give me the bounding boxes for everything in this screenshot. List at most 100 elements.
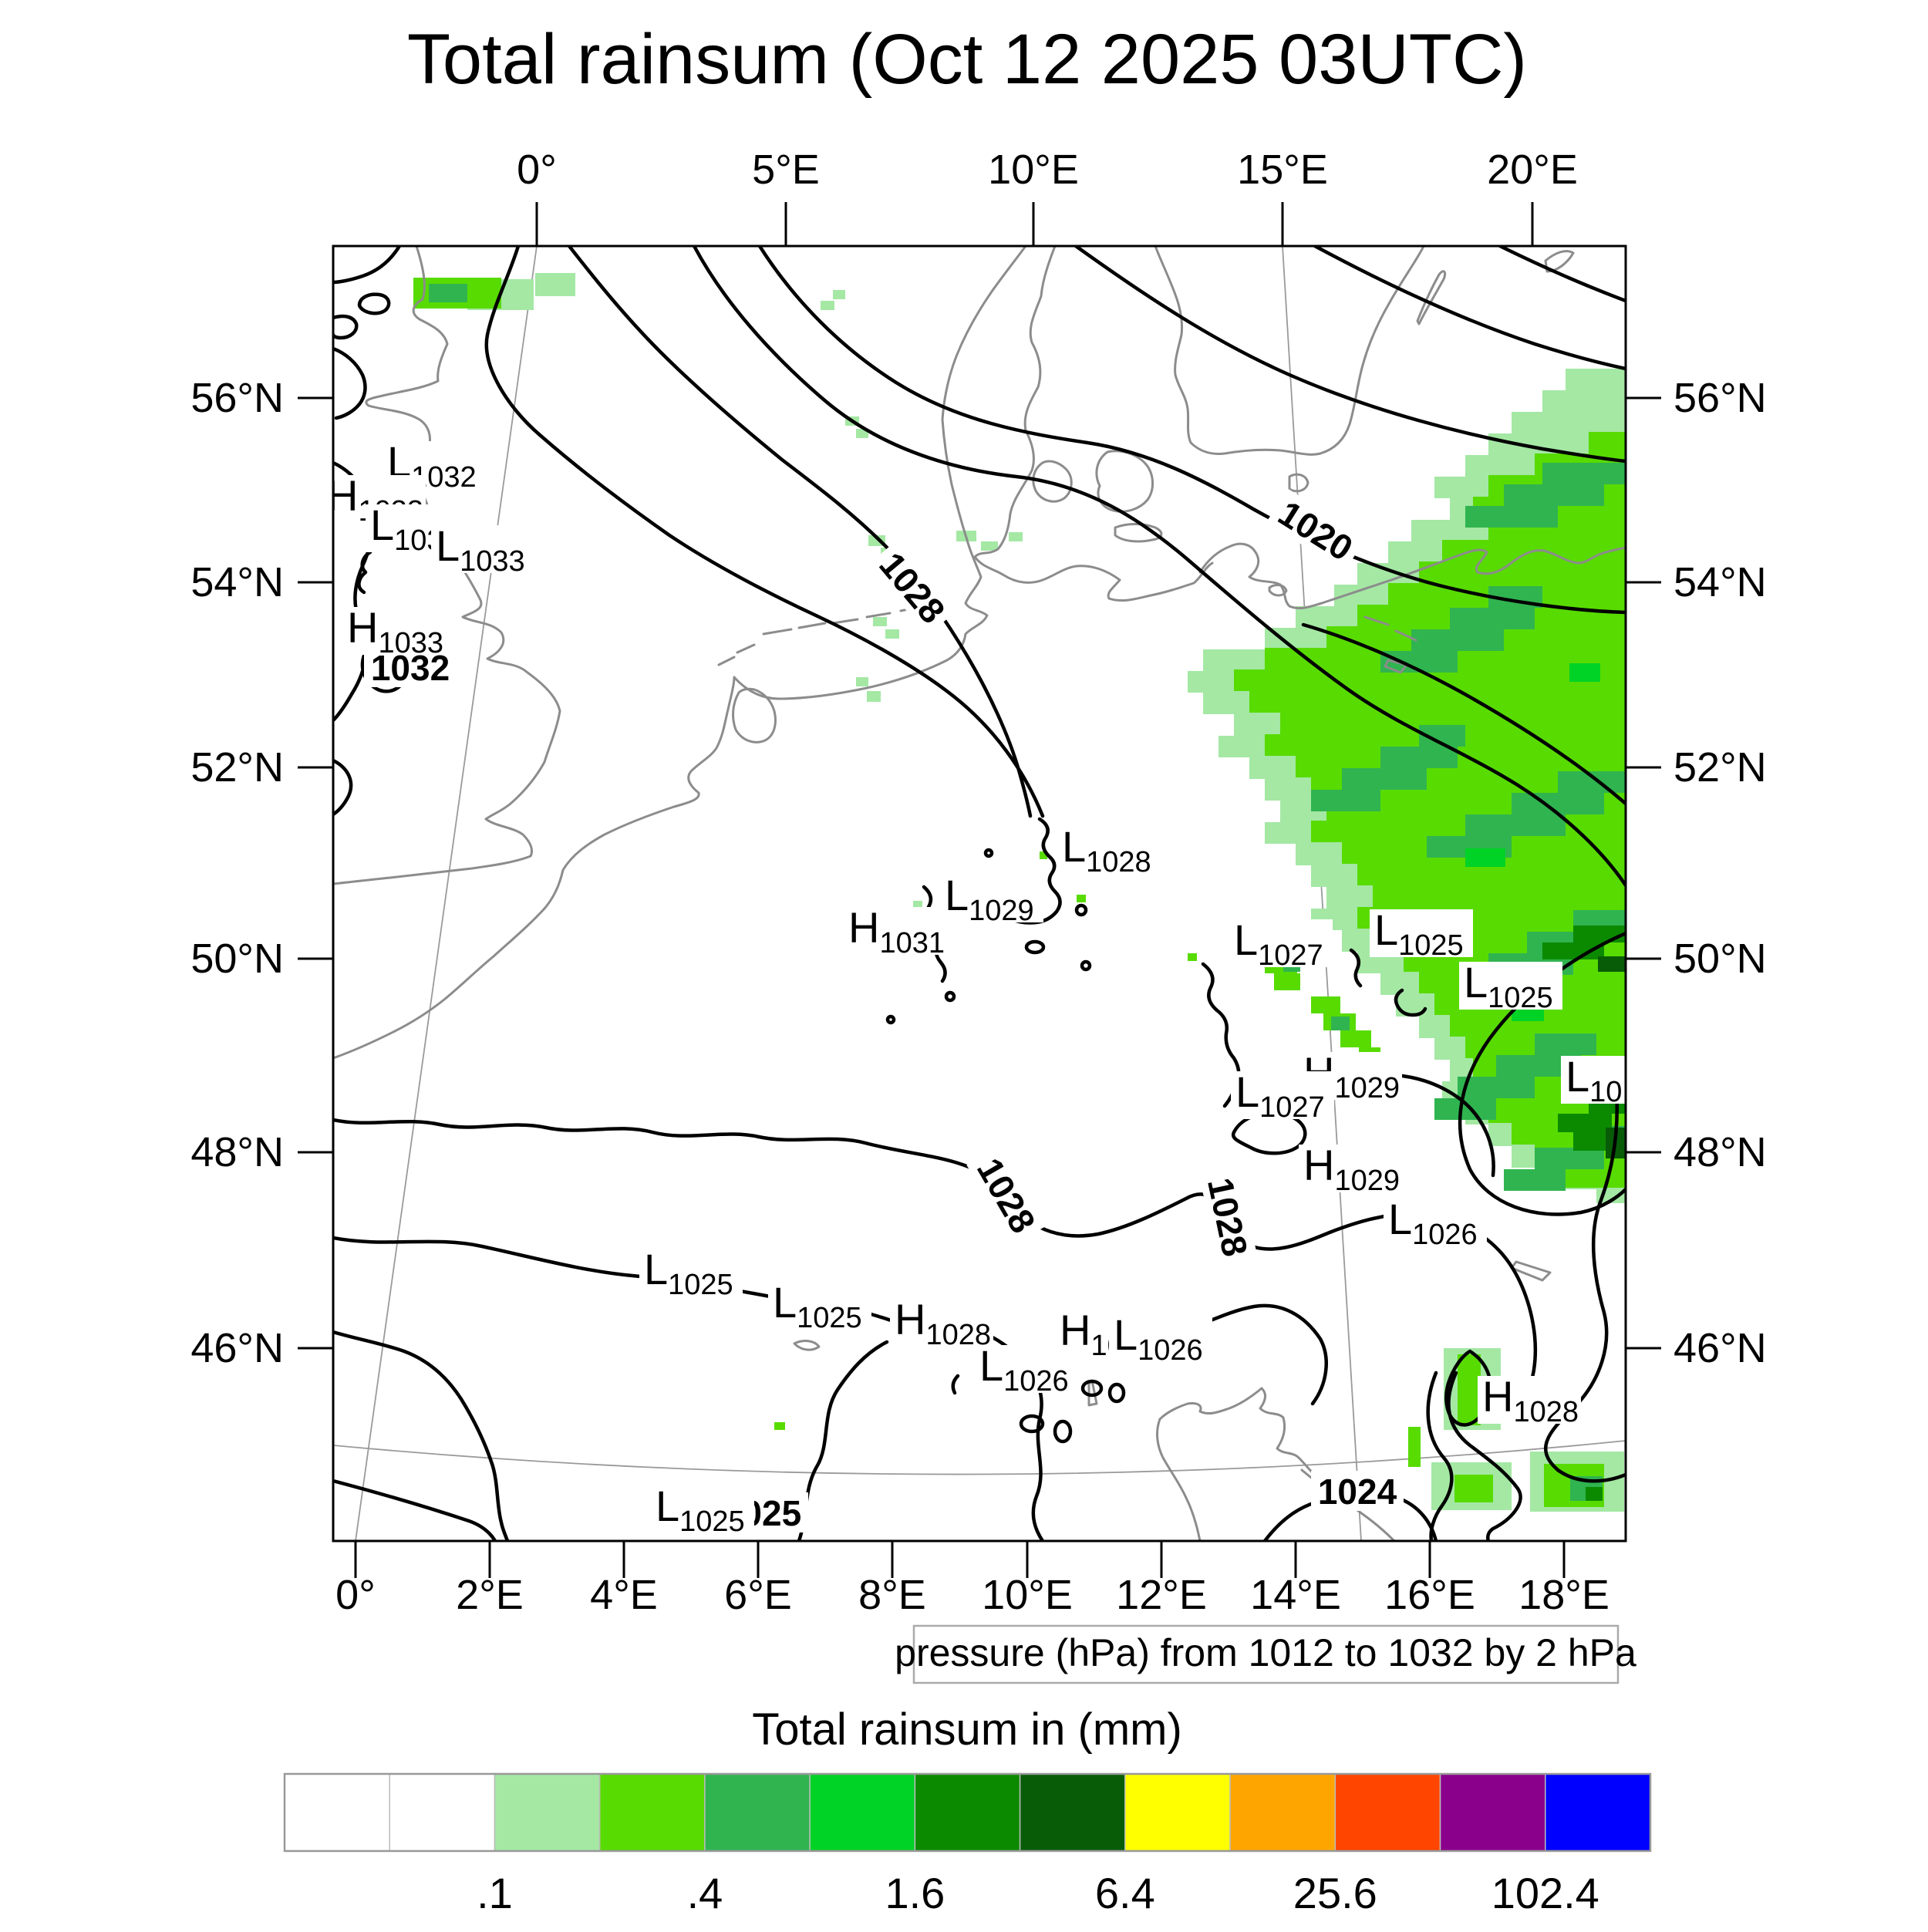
pressure-center-l: L1025 bbox=[768, 1278, 871, 1334]
pressure-center-bg bbox=[1057, 826, 1161, 874]
pressure-center-bg bbox=[1229, 919, 1333, 967]
pressure-center-bg bbox=[890, 1299, 993, 1347]
pressure-center-bg bbox=[1370, 909, 1473, 957]
colorbar-cell bbox=[1545, 1773, 1651, 1852]
pressure-center-bg bbox=[1459, 962, 1562, 1010]
coast-baltic-south bbox=[1198, 542, 1626, 609]
pressure-center-l: L10 bbox=[1561, 1052, 1626, 1108]
baltic-lagoon-bits bbox=[1268, 584, 1417, 674]
pressure-center-h: H1029 bbox=[1299, 1141, 1402, 1197]
pressure-center-bg bbox=[940, 875, 1043, 922]
axis-label-top: 20°E bbox=[1487, 147, 1578, 193]
pressure-center-bg bbox=[431, 525, 534, 573]
axis-label-bottom: 2°E bbox=[456, 1572, 524, 1618]
axis-label-left: 54°N bbox=[190, 559, 284, 605]
pressure-center-l: L1027 bbox=[1229, 915, 1333, 972]
colorbar-cell bbox=[1439, 1773, 1546, 1852]
map-title: Total rainsum (Oct 12 2025 03UTC) bbox=[407, 20, 1527, 99]
pressure-center-l: L1027 bbox=[1231, 1067, 1334, 1124]
pressure-legend-text: pressure (hPa) from 1012 to 1032 by 2 hP… bbox=[895, 1631, 1636, 1674]
colorbar-cell bbox=[389, 1773, 496, 1852]
colorbar-tick-label: 25.6 bbox=[1293, 1869, 1377, 1917]
colorbar-cell bbox=[809, 1773, 916, 1852]
axis-label-bottom: 0° bbox=[335, 1572, 376, 1618]
island-lolland bbox=[1114, 523, 1163, 543]
contour-label-bg bbox=[1199, 1167, 1258, 1266]
rain-patch-scotland bbox=[413, 273, 575, 310]
pressure-center-bg bbox=[651, 1485, 754, 1533]
pressure-center-bg bbox=[1384, 1199, 1487, 1246]
colorbar-cells bbox=[283, 1772, 1652, 1853]
pressure-center-l: L1029 bbox=[940, 871, 1043, 927]
pressure-center-text: H1028 bbox=[1482, 1372, 1579, 1428]
contour-label: 1028 bbox=[966, 1145, 1048, 1246]
pressure-center-l: L1025 bbox=[651, 1482, 754, 1538]
axis-label-right: 52°N bbox=[1674, 744, 1767, 791]
pressure-center-l: L1026 bbox=[1109, 1310, 1212, 1367]
meridian-15E bbox=[1282, 246, 1362, 1541]
contour-label-bg bbox=[1311, 1471, 1404, 1511]
pressure-center-h: H1031 bbox=[844, 903, 947, 959]
pressure-legend: pressure (hPa) from 1012 to 1032 by 2 hP… bbox=[895, 1624, 1636, 1684]
axis-label-left: 48°N bbox=[190, 1129, 284, 1175]
axis-label-top: 0° bbox=[517, 147, 557, 193]
axis-label-right: 54°N bbox=[1674, 559, 1767, 605]
axis-label-right: 46°N bbox=[1674, 1325, 1767, 1371]
axis-label-right: 56°N bbox=[1674, 375, 1767, 421]
axis-label-bottom: 6°E bbox=[724, 1572, 792, 1618]
colorbar-title: Total rainsum in (mm) bbox=[752, 1704, 1182, 1755]
pressure-center-bg bbox=[1561, 1056, 1626, 1104]
graticule bbox=[333, 246, 1626, 1541]
pressure-center-l: L1025 bbox=[1370, 905, 1473, 962]
pressure-center-bg bbox=[1478, 1376, 1581, 1424]
pressure-center-bg bbox=[1231, 1071, 1334, 1119]
pressure-center-labels: L1032H1033L1032L1033H1033L1028L1029H1031… bbox=[333, 437, 1626, 1538]
contour-label-text: 1028 bbox=[1200, 1175, 1256, 1260]
pressure-legend-box bbox=[912, 1624, 1620, 1684]
colorbar-cell bbox=[598, 1773, 706, 1852]
colorbar-tick-label: 6.4 bbox=[1095, 1869, 1155, 1917]
isobar-1028-north bbox=[567, 246, 1033, 818]
axis-label-bottom: 10°E bbox=[982, 1572, 1073, 1618]
island-bornholm bbox=[1288, 473, 1309, 493]
lake-ijsselmeer bbox=[732, 687, 777, 743]
coast-sweden bbox=[1154, 246, 1425, 456]
axis-label-bottom: 12°E bbox=[1116, 1572, 1207, 1618]
pressure-center-bg bbox=[1109, 1314, 1212, 1362]
axis-label-bottom: 8°E bbox=[858, 1572, 926, 1618]
pressure-center-bg bbox=[639, 1249, 743, 1296]
coast-adriatic-west bbox=[1156, 1418, 1202, 1541]
axis-label-left: 50°N bbox=[190, 936, 284, 982]
map-frame bbox=[332, 244, 1627, 1543]
contour-label: 1028 bbox=[1199, 1167, 1258, 1266]
pressure-center-bg bbox=[768, 1282, 871, 1330]
axis-label-bottom: 16°E bbox=[1384, 1572, 1475, 1618]
colorbar-tick-label: 102.4 bbox=[1492, 1869, 1599, 1917]
pressure-center-bg bbox=[1299, 1145, 1402, 1192]
axis-label-bottom: 4°E bbox=[590, 1572, 658, 1618]
coast-jutland-east bbox=[973, 246, 1214, 602]
colorbar-cell bbox=[284, 1773, 390, 1852]
colorbar-cell bbox=[704, 1773, 811, 1852]
axis-label-top: 5°E bbox=[752, 147, 820, 193]
isobar-contours bbox=[333, 246, 1626, 1541]
pressure-center-l: L1033 bbox=[431, 521, 534, 578]
pressure-center-l: L1032 bbox=[383, 437, 486, 494]
colorbar-cell bbox=[1334, 1773, 1441, 1852]
pressure-center-h: H1033 bbox=[342, 603, 446, 659]
colorbar-cell bbox=[914, 1773, 1021, 1852]
meridian-0E bbox=[355, 246, 538, 1541]
pressure-center-h: H1028 bbox=[1478, 1372, 1581, 1428]
contour-label: 1024 bbox=[1311, 1471, 1404, 1512]
axes: 0° 5°E 10°E 15°E 20°E 0° 2°E 4°E 6°E 8°E 10°E 12°E 1… bbox=[190, 147, 1766, 1618]
colorbar-tick-label: 1.6 bbox=[885, 1869, 945, 1917]
axis-label-right: 50°N bbox=[1674, 936, 1767, 982]
axis-label-top: 15°E bbox=[1237, 147, 1328, 193]
pressure-center-l: L1026 bbox=[975, 1341, 1078, 1398]
isobar-1030 bbox=[484, 246, 1045, 818]
axis-label-right: 48°N bbox=[1674, 1129, 1767, 1175]
colorbar-border bbox=[283, 1772, 1652, 1853]
pressure-center-l: L1025 bbox=[639, 1245, 743, 1301]
